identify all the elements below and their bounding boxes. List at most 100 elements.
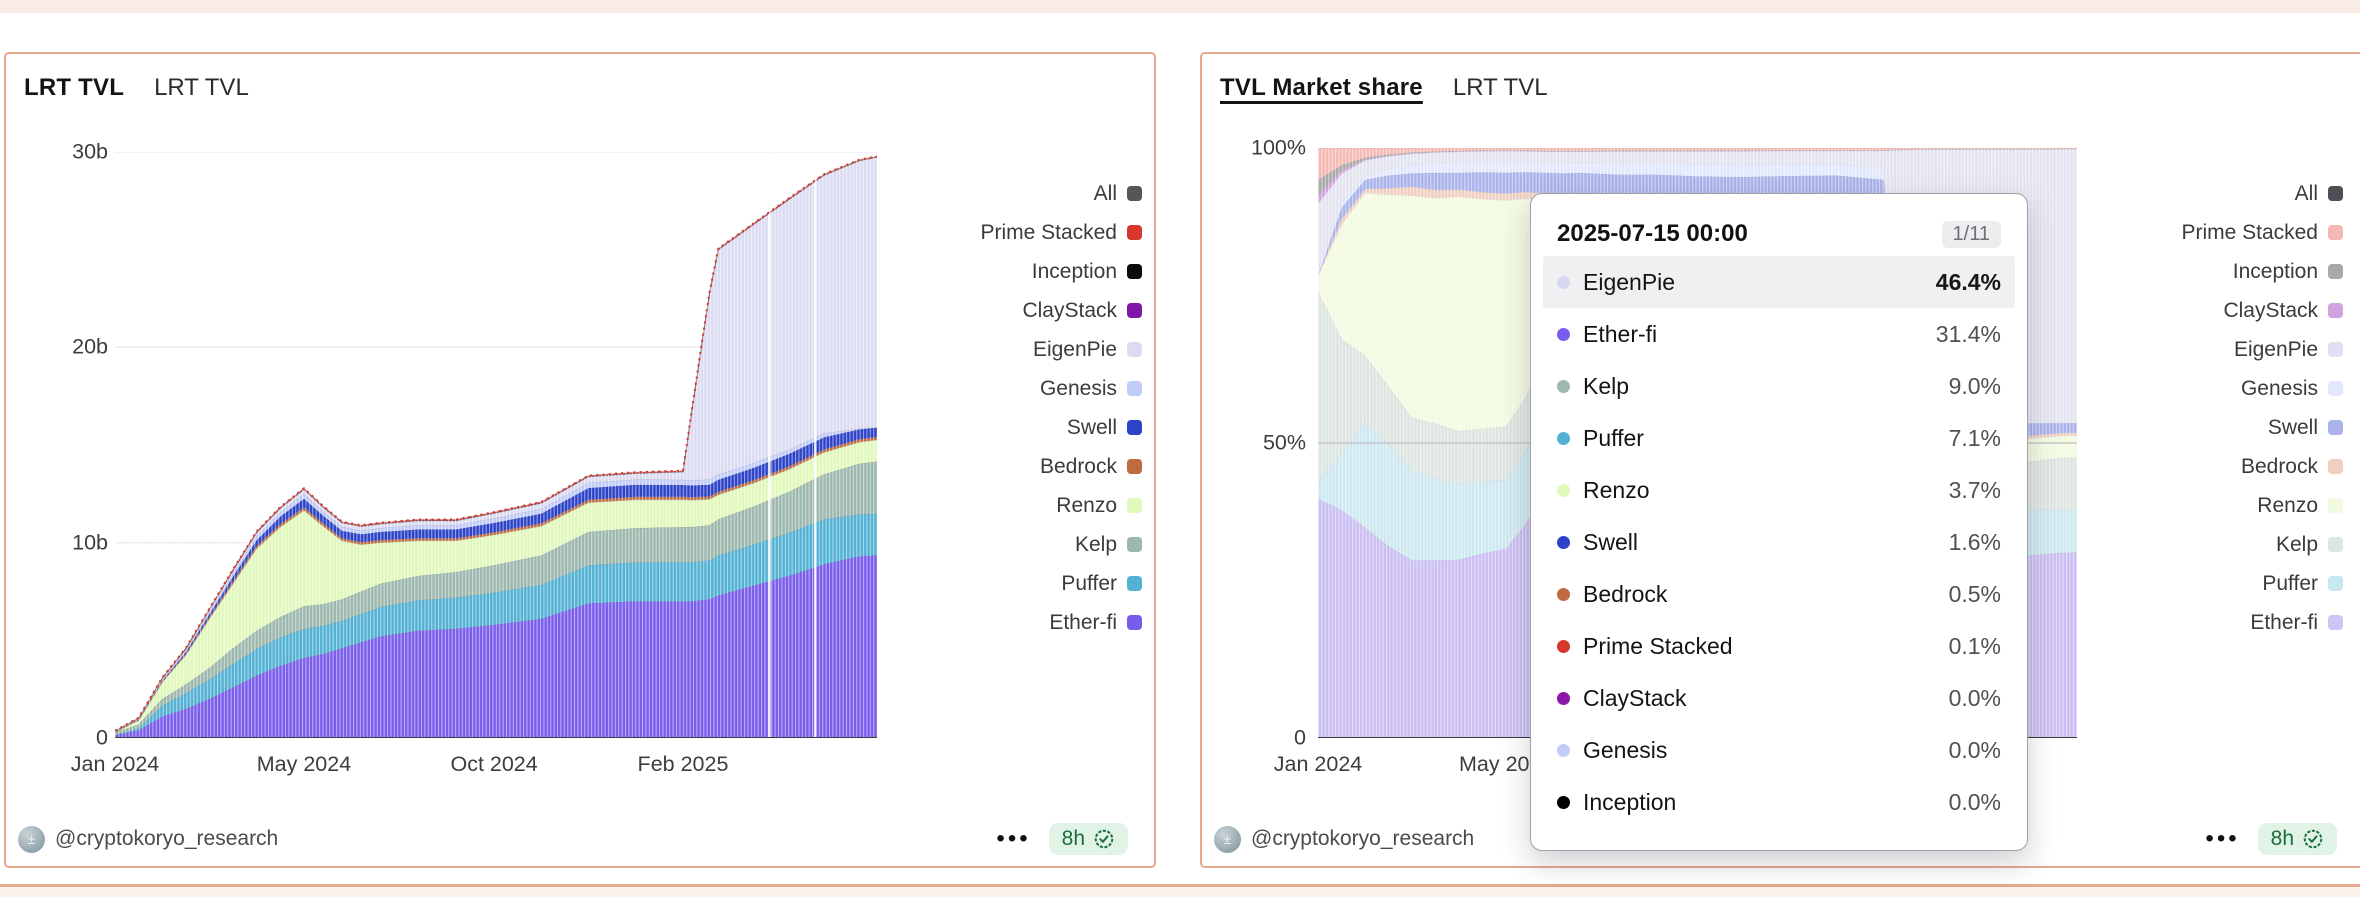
legend-label: EigenPie bbox=[2233, 337, 2318, 361]
panel-footer: ± @cryptokoryo_research ••• 8h bbox=[1214, 820, 2337, 858]
tooltip-rows: EigenPie 46.4% Ether-fi 31.4% Kelp 9.0% Puffer… bbox=[1543, 256, 2015, 828]
legend-item-puffer[interactable]: Puffer bbox=[2262, 564, 2343, 603]
legend-swatch bbox=[2328, 342, 2343, 357]
legend-item-genesis[interactable]: Genesis bbox=[2241, 369, 2343, 408]
tooltip-series-name: Prime Stacked bbox=[1583, 632, 1733, 659]
legend-item-renzo[interactable]: Renzo bbox=[2257, 486, 2343, 525]
legend-item-kelp[interactable]: Kelp bbox=[2276, 525, 2343, 564]
avatar: ± bbox=[18, 825, 45, 853]
tooltip-date: 2025-07-15 00:00 bbox=[1557, 220, 1748, 247]
tooltip-row-swell: Swell 1.6% bbox=[1557, 516, 2001, 568]
legend-swatch bbox=[2328, 498, 2343, 513]
series-dot-icon bbox=[1557, 379, 1570, 393]
refresh-badge[interactable]: 8h bbox=[2257, 823, 2337, 855]
legend-label: All bbox=[1093, 181, 1117, 205]
tooltip-series-value: 9.0% bbox=[1948, 372, 2001, 399]
tooltip-series-name: Renzo bbox=[1583, 476, 1650, 503]
tooltip-series-value: 3.7% bbox=[1948, 476, 2001, 503]
legend-item-bedrock[interactable]: Bedrock bbox=[2241, 447, 2343, 486]
attribution: @cryptokoryo_research bbox=[55, 827, 279, 850]
verified-icon bbox=[1094, 829, 1114, 849]
legend-swatch bbox=[2328, 420, 2343, 435]
refresh-interval-label: 8h bbox=[2270, 827, 2294, 850]
panel-lrt-tvl: LRT TVL LRT TVL 30b 20b 10b 0 Jan 2024 May 20… bbox=[4, 52, 1156, 868]
legend-item-renzo[interactable]: Renzo bbox=[1056, 486, 1142, 525]
legend-swatch bbox=[2328, 537, 2343, 552]
legend-item-eigenpie[interactable]: EigenPie bbox=[1033, 330, 1142, 369]
legend-label: Inception bbox=[1031, 259, 1117, 283]
panel-tvl-market-share: TVL Market share LRT TVL 100% 50% 0 Jan 202… bbox=[1200, 52, 2360, 868]
legend-label: Swell bbox=[2267, 415, 2318, 439]
legend-swatch bbox=[1127, 576, 1142, 591]
legend-swatch bbox=[1127, 186, 1142, 201]
refresh-interval-label: 8h bbox=[1061, 827, 1085, 850]
series-dot-icon bbox=[1557, 587, 1570, 601]
legend-item-kelp[interactable]: Kelp bbox=[1075, 525, 1142, 564]
legend-item-claystack[interactable]: ClayStack bbox=[1022, 291, 1142, 330]
tooltip-series-value: 46.4% bbox=[1935, 268, 2001, 295]
legend-label: Bedrock bbox=[2240, 454, 2318, 478]
series-dot-icon bbox=[1557, 431, 1570, 445]
legend-swatch bbox=[2328, 225, 2343, 240]
legend-label: Puffer bbox=[1061, 571, 1117, 595]
legend-item-eigenpie[interactable]: EigenPie bbox=[2234, 330, 2343, 369]
tooltip-series-value: 0.0% bbox=[1948, 684, 2001, 711]
chart-legend: All Prime Stacked Inception ClayStack EigenP… bbox=[2181, 174, 2343, 642]
lrt-tvl-stacked-area-chart[interactable] bbox=[115, 152, 877, 738]
legend-swatch bbox=[1127, 615, 1142, 630]
legend-item-puffer[interactable]: Puffer bbox=[1061, 564, 1142, 603]
legend-swatch bbox=[1127, 303, 1142, 318]
tooltip-row-bedrock: Bedrock 0.5% bbox=[1557, 568, 2001, 620]
legend-item-inception[interactable]: Inception bbox=[2233, 252, 2343, 291]
page-top-strip bbox=[0, 0, 2360, 13]
x-tick-label: Jan 2024 bbox=[1273, 752, 1363, 776]
more-menu-icon[interactable]: ••• bbox=[996, 825, 1031, 852]
tooltip-series-value: 1.6% bbox=[1948, 528, 2001, 555]
legend-label: Bedrock bbox=[1039, 454, 1117, 478]
legend-item-prime-stacked[interactable]: Prime Stacked bbox=[980, 213, 1142, 252]
legend-swatch bbox=[2328, 576, 2343, 591]
legend-swatch bbox=[1127, 342, 1142, 357]
tooltip-row-claystack: ClayStack 0.0% bbox=[1557, 672, 2001, 724]
legend-item-swell[interactable]: Swell bbox=[2268, 408, 2343, 447]
tooltip-row-puffer: Puffer 7.1% bbox=[1557, 412, 2001, 464]
legend-swatch bbox=[1127, 459, 1142, 474]
legend-item-genesis[interactable]: Genesis bbox=[1040, 369, 1142, 408]
tooltip-row-prime-stacked: Prime Stacked 0.1% bbox=[1557, 620, 2001, 672]
y-tick-label: 100% bbox=[1251, 135, 1306, 160]
legend-swatch bbox=[1127, 381, 1142, 396]
panel-footer: ± @cryptokoryo_research ••• 8h bbox=[18, 820, 1128, 858]
panel-title: TVL Market share bbox=[1220, 74, 1423, 101]
tooltip-row-genesis: Genesis 0.0% bbox=[1557, 724, 2001, 776]
y-tick-label: 10b bbox=[72, 530, 108, 555]
legend-label: Kelp bbox=[1074, 532, 1117, 556]
panel-header: TVL Market share LRT TVL bbox=[1220, 74, 1548, 102]
legend-item-all[interactable]: All bbox=[1094, 174, 1142, 213]
tooltip-series-name: Genesis bbox=[1583, 736, 1668, 763]
legend-item-all[interactable]: All bbox=[2295, 174, 2343, 213]
series-dot-icon bbox=[1557, 483, 1570, 497]
series-dot-icon bbox=[1557, 275, 1570, 289]
more-menu-icon[interactable]: ••• bbox=[2205, 825, 2240, 852]
legend-item-claystack[interactable]: ClayStack bbox=[2223, 291, 2343, 330]
legend-item-bedrock[interactable]: Bedrock bbox=[1040, 447, 1142, 486]
tooltip-series-name: Bedrock bbox=[1583, 580, 1668, 607]
tooltip-series-value: 0.0% bbox=[1948, 788, 2001, 815]
legend-item-inception[interactable]: Inception bbox=[1032, 252, 1142, 291]
tooltip-row-eigenpie: EigenPie 46.4% bbox=[1543, 256, 2015, 308]
legend-label: ClayStack bbox=[2223, 298, 2318, 322]
legend-item-ether-fi[interactable]: Ether-fi bbox=[1049, 603, 1142, 642]
legend-item-ether-fi[interactable]: Ether-fi bbox=[2250, 603, 2343, 642]
legend-item-swell[interactable]: Swell bbox=[1067, 408, 1142, 447]
x-tick-label: Oct 2024 bbox=[450, 752, 538, 776]
legend-item-prime-stacked[interactable]: Prime Stacked bbox=[2181, 213, 2343, 252]
avatar: ± bbox=[1214, 825, 1241, 853]
refresh-badge[interactable]: 8h bbox=[1048, 823, 1128, 855]
tooltip-series-name: EigenPie bbox=[1583, 268, 1676, 295]
y-tick-label: 0 bbox=[1294, 725, 1306, 750]
panel-subtitle: LRT TVL bbox=[154, 74, 249, 101]
tooltip-series-name: Ether-fi bbox=[1583, 320, 1658, 347]
legend-swatch bbox=[1127, 225, 1142, 240]
y-tick-label: 0 bbox=[96, 725, 108, 750]
legend-swatch bbox=[2328, 459, 2343, 474]
